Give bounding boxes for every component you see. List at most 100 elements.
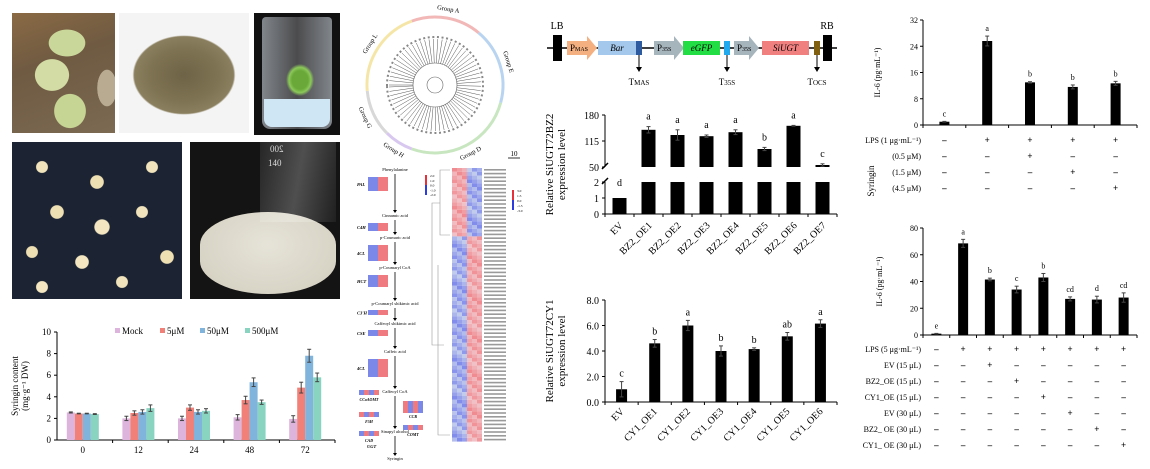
- heatmap-cell: [472, 198, 477, 203]
- heatmap-cell: [462, 434, 467, 438]
- heatmap-cell: [462, 209, 467, 214]
- heatmap-cell: [462, 380, 467, 385]
- significance-letter: e: [935, 321, 939, 330]
- leaf-label: [386, 90, 389, 93]
- heatmap-cell: [457, 213, 462, 218]
- heatmap-cell: [467, 426, 472, 431]
- leaf-label: [481, 80, 484, 83]
- treatment-sign: –: [987, 440, 993, 450]
- heatmap-cell: [452, 415, 457, 419]
- heatmap-cell: [467, 259, 472, 263]
- enzyme-heat-cell: [374, 412, 379, 417]
- branch: [447, 47, 463, 68]
- heatmap-cell: [452, 240, 457, 244]
- treatment-sign: –: [960, 360, 966, 370]
- branch: [433, 39, 435, 64]
- bar-CY1_OE3: [715, 351, 727, 402]
- leaf-label: [427, 36, 430, 39]
- heatmap-cell: [452, 301, 457, 305]
- treatment-sign: –: [1070, 151, 1076, 161]
- treatment-sign: –: [941, 135, 947, 145]
- heatmap-cell: [467, 403, 472, 408]
- group-label: Group A: [437, 4, 461, 15]
- y-axis-label: IL-6 (pg·mL⁻¹): [875, 256, 884, 306]
- bar-lower-BZ2_OE5: [757, 182, 772, 214]
- y-tick-label: 6.0: [587, 322, 600, 333]
- heatmap-cell: [457, 282, 462, 286]
- gene-id-label: [484, 427, 506, 429]
- pathway-compound: p-Coumaryl shikimic acid: [372, 301, 420, 306]
- bar-7: [1118, 297, 1129, 335]
- enzyme-heat-cell: [378, 223, 383, 231]
- heatmap-cell: [467, 289, 472, 294]
- bar-3: [1011, 289, 1022, 335]
- significance-letter: d: [1095, 284, 1099, 293]
- heatmap-cell: [467, 183, 472, 187]
- bar-5: [1065, 298, 1076, 335]
- heatmap-cell: [472, 213, 477, 218]
- heatmap-cell: [462, 171, 467, 176]
- branch: [428, 39, 433, 64]
- bar-EV: [612, 198, 627, 214]
- heatmap-cell: [462, 373, 467, 377]
- gene-id-label: [484, 302, 506, 304]
- leaf-label: [467, 117, 471, 121]
- heatmap-cell: [467, 361, 472, 366]
- gene-id-label: [484, 264, 506, 266]
- heatmap-cell: [467, 342, 472, 347]
- y-tick-label: 0: [594, 210, 599, 221]
- rb-label: RB: [820, 21, 834, 32]
- seeds-photo: [119, 13, 249, 133]
- enzyme-heat-cell: [383, 177, 388, 191]
- enzyme-heat-cell: [359, 412, 364, 417]
- heatmap-cell: [462, 297, 467, 301]
- heatmap-cell: [452, 323, 457, 328]
- heatmap-cell: [452, 350, 457, 355]
- gene-id-label: [484, 351, 506, 353]
- heatmap-cell: [467, 312, 472, 317]
- significance-letter: a: [686, 307, 691, 318]
- p35s-promoter-1: [654, 36, 684, 60]
- heatmap-cell: [467, 190, 472, 195]
- gene-id-label: [484, 233, 506, 236]
- bar-50μM-12: [138, 411, 147, 440]
- heatmap-cell: [472, 175, 477, 180]
- legend-tick: 0.0: [430, 184, 435, 188]
- gene-id-label: [484, 214, 506, 217]
- leaf-label: [476, 62, 480, 66]
- p35s-promoter-1-label: P35S: [657, 43, 671, 53]
- heatmap-cell: [477, 251, 482, 256]
- heatmap-cell: [462, 247, 467, 252]
- heatmap-cell: [457, 392, 462, 396]
- enzyme-heat-cell: [364, 412, 369, 417]
- leaf-label: [416, 128, 419, 131]
- treatment-sign: –: [984, 151, 990, 161]
- treatment-label: CY1_ OE (30 μL): [863, 441, 922, 450]
- heatmap-cell: [462, 415, 467, 419]
- branch: [390, 71, 414, 79]
- heatmap-cell: [452, 187, 457, 191]
- heatmap-cell: [457, 202, 462, 206]
- treatment-sign: –: [984, 183, 990, 193]
- heatmap-cell: [452, 430, 457, 434]
- heatmap-cell: [467, 266, 472, 271]
- branch: [446, 45, 459, 67]
- siugt-gene: [762, 41, 809, 55]
- heatmap-cell: [477, 411, 482, 415]
- enzyme-heat-cell: [383, 275, 388, 287]
- heatmap-cell: [472, 373, 477, 377]
- heatmap-cell: [477, 380, 482, 385]
- heatmap-cell: [462, 407, 467, 412]
- enzyme-heat-cell: [369, 412, 374, 417]
- bar-lower-BZ2_OE3: [699, 182, 714, 214]
- heatmap-cell: [477, 346, 482, 351]
- branch: [410, 103, 424, 124]
- arrow-head: [393, 298, 397, 301]
- heatmap-cell: [457, 289, 462, 294]
- heatmap-cell: [462, 361, 467, 366]
- heatmap-cell: [452, 274, 457, 279]
- heatmap-cell: [477, 350, 482, 355]
- heatmap-cell: [462, 255, 467, 260]
- tocs-terminator-arrowhead: [814, 67, 820, 72]
- gene-id-label: [484, 355, 506, 357]
